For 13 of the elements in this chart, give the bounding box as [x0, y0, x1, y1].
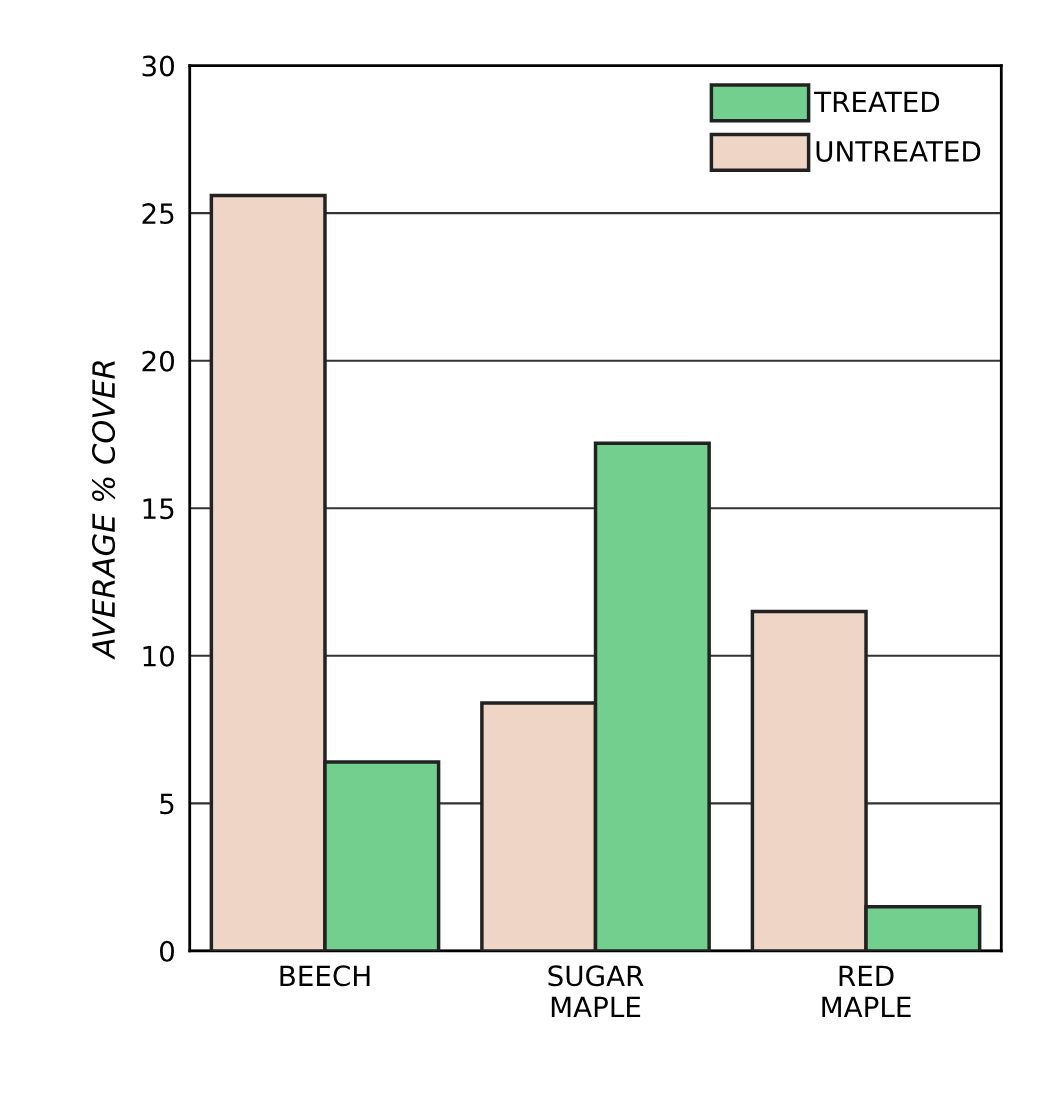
- legend-label: TREATED: [814, 91, 940, 112]
- legend-label: UNTREATED: [816, 141, 981, 162]
- y-tick-label: 15: [143, 498, 174, 520]
- x-tick-label: RED MAPLE: [822, 965, 911, 1018]
- y-tick-label: 10: [143, 645, 174, 667]
- y-tick-label: 30: [142, 55, 174, 77]
- y-tick-label: 20: [142, 350, 174, 372]
- x-tick-label: SUGAR MAPLE: [548, 965, 644, 1018]
- y-tick-label: 5: [160, 793, 174, 815]
- y-tick-label: 0: [159, 940, 174, 962]
- y-axis-title: AVERAGE % COVER: [92, 361, 116, 660]
- x-tick-label: BEECH: [280, 965, 370, 987]
- y-tick-label: 25: [142, 203, 174, 225]
